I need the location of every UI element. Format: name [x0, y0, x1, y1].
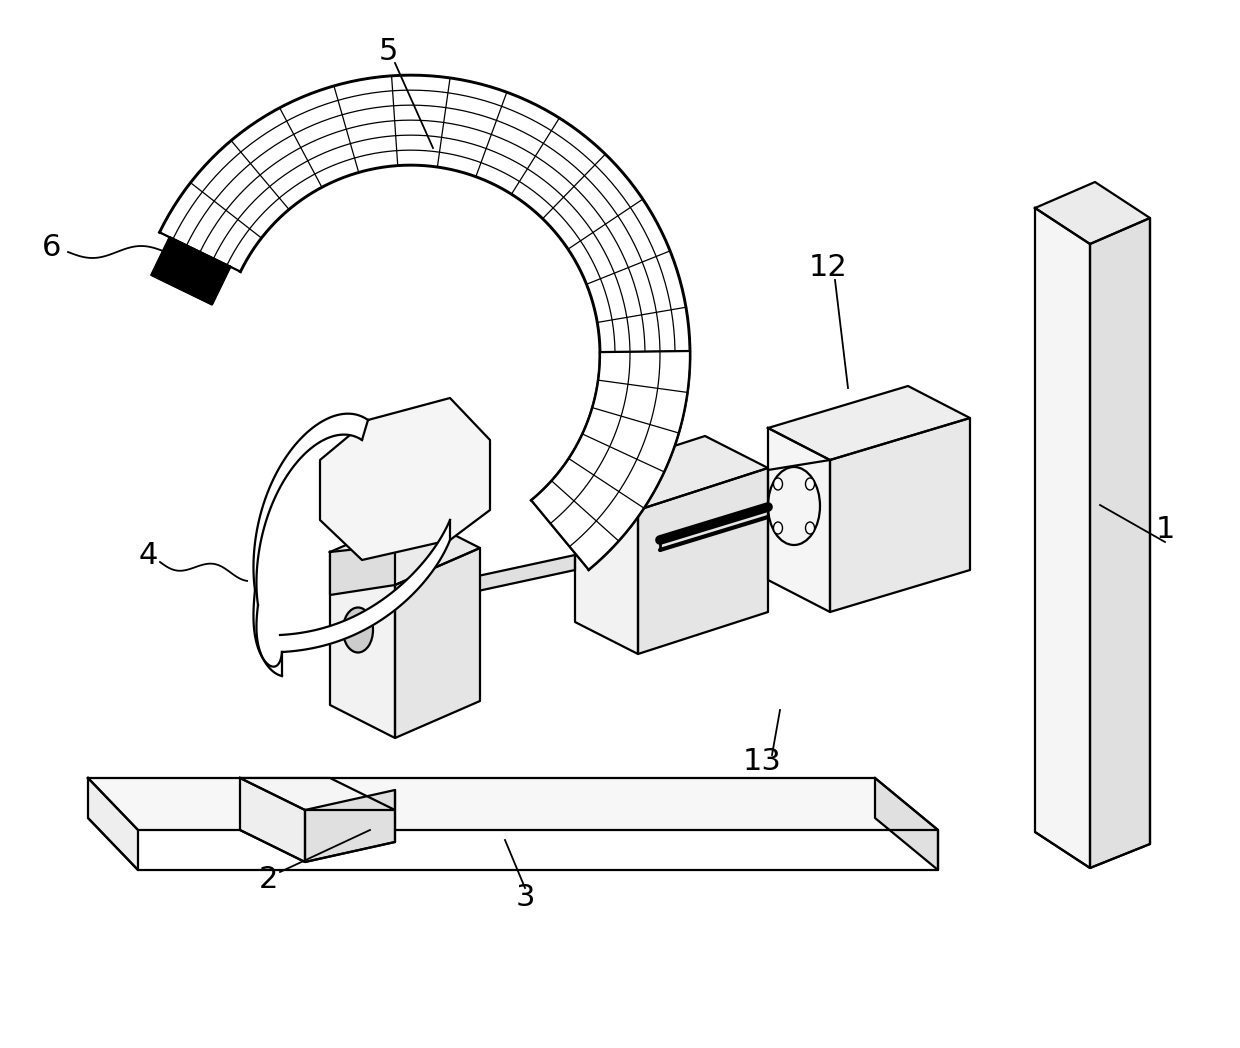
Polygon shape [1035, 208, 1090, 868]
Polygon shape [320, 398, 490, 560]
Polygon shape [875, 778, 937, 870]
Polygon shape [330, 552, 396, 738]
Text: 12: 12 [808, 254, 847, 283]
Polygon shape [151, 237, 231, 305]
Polygon shape [253, 414, 368, 605]
Text: 5: 5 [378, 38, 398, 66]
Text: 3: 3 [516, 883, 534, 913]
Polygon shape [575, 460, 639, 530]
Text: 4: 4 [139, 541, 157, 569]
Polygon shape [305, 790, 396, 863]
Ellipse shape [806, 478, 815, 490]
Polygon shape [330, 545, 396, 595]
Polygon shape [1090, 218, 1149, 868]
Polygon shape [88, 778, 937, 830]
Polygon shape [330, 515, 480, 585]
Polygon shape [241, 778, 305, 863]
Polygon shape [639, 468, 768, 654]
Text: 6: 6 [42, 234, 62, 262]
Text: 2: 2 [258, 866, 278, 895]
Ellipse shape [343, 608, 373, 653]
Polygon shape [1035, 182, 1149, 244]
Polygon shape [396, 548, 480, 738]
Polygon shape [241, 778, 396, 810]
Polygon shape [280, 520, 450, 652]
Polygon shape [88, 778, 138, 870]
Polygon shape [768, 386, 970, 460]
Ellipse shape [774, 478, 782, 490]
Polygon shape [575, 478, 639, 654]
Polygon shape [531, 351, 689, 570]
Polygon shape [160, 75, 689, 570]
Text: 1: 1 [1156, 516, 1174, 545]
Polygon shape [830, 418, 970, 612]
Ellipse shape [806, 522, 815, 534]
Text: 13: 13 [743, 747, 781, 777]
Polygon shape [575, 436, 768, 510]
Polygon shape [768, 428, 830, 612]
Ellipse shape [774, 522, 782, 534]
Polygon shape [391, 555, 575, 610]
